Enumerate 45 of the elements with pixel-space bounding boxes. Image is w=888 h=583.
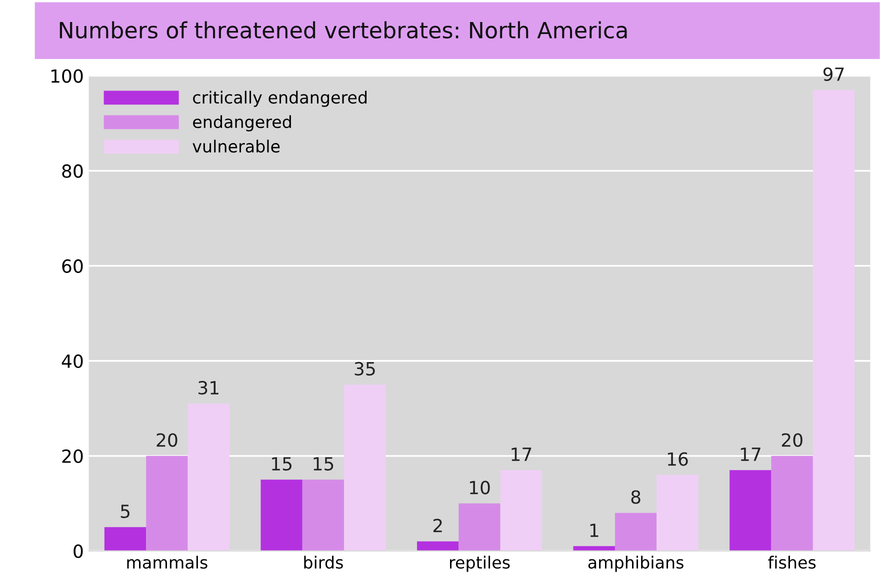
data-label: 15 xyxy=(272,457,292,471)
data-label: 20 xyxy=(156,433,178,447)
y-tick-label: 20 xyxy=(62,449,83,464)
bar xyxy=(417,541,459,551)
y-tick-label: 0 xyxy=(74,544,83,558)
x-tick-label: mammals xyxy=(127,556,208,569)
x-tick-label: fishes xyxy=(768,556,816,569)
legend-label: vulnerable xyxy=(192,140,280,153)
y-tick-label: 80 xyxy=(62,164,83,178)
y-tick-label: 100 xyxy=(51,69,83,83)
legend-label: endangered xyxy=(193,115,291,132)
bar xyxy=(188,404,230,551)
y-tick-label: 60 xyxy=(62,259,83,273)
data-label: 17 xyxy=(512,448,532,461)
bar xyxy=(260,480,302,551)
data-label: 31 xyxy=(198,380,218,395)
x-tick-label: amphibians xyxy=(588,556,684,572)
data-label: 35 xyxy=(354,362,375,376)
bar xyxy=(614,512,657,551)
bar xyxy=(656,474,698,551)
data-label: 16 xyxy=(668,452,688,466)
data-label: 15 xyxy=(314,457,334,471)
bar xyxy=(771,456,813,551)
chart-title: Numbers of threatened vertebrates: North America xyxy=(60,21,627,39)
bar xyxy=(302,480,344,551)
bar xyxy=(344,384,386,551)
bar xyxy=(146,456,188,551)
data-label: 1 xyxy=(590,524,598,537)
legend-label: critically endangered xyxy=(193,90,367,107)
data-label: 2 xyxy=(433,518,442,532)
data-label: 8 xyxy=(631,490,640,504)
data-label: 17 xyxy=(740,448,760,461)
data-label: 20 xyxy=(782,433,802,447)
y-tick-label: 40 xyxy=(62,354,83,368)
bar xyxy=(500,470,542,551)
data-label: 5 xyxy=(120,504,130,518)
data-label: 10 xyxy=(470,480,490,494)
data-label: 97 xyxy=(823,67,844,81)
bar xyxy=(730,470,772,551)
bar xyxy=(458,503,500,551)
x-tick-label: birds xyxy=(304,556,343,569)
bar xyxy=(573,546,615,551)
x-tick-label: reptiles xyxy=(450,556,510,572)
bar xyxy=(104,527,146,551)
bar xyxy=(812,90,855,551)
